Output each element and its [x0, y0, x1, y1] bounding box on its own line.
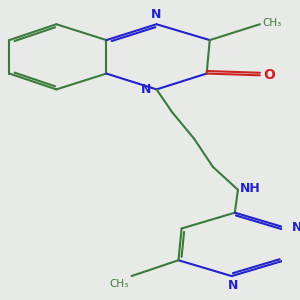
Text: O: O	[263, 68, 275, 82]
Text: N: N	[152, 8, 162, 21]
Text: CH₃: CH₃	[110, 280, 129, 290]
Text: CH₃: CH₃	[263, 18, 282, 28]
Text: N: N	[292, 220, 300, 234]
Text: N: N	[141, 83, 152, 96]
Text: N: N	[228, 280, 238, 292]
Text: NH: NH	[240, 182, 261, 195]
